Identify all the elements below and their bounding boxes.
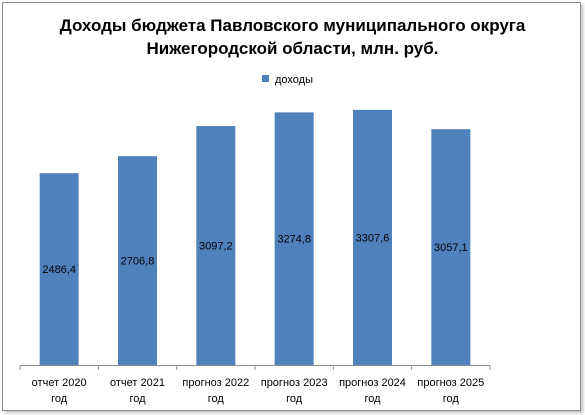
data-label-4: 3307,6 [356,232,390,244]
data-label-2: 3097,2 [199,241,233,253]
x-tick-label-3-1: год [286,393,303,405]
chart-title: Доходы бюджета Павловского муниципальног… [0,14,585,60]
chart-title-line-2: Нижегородской области, млн. руб. [146,39,439,58]
data-label-5: 3057,1 [434,242,468,254]
data-label-1: 2706,8 [121,256,155,268]
data-label-0: 2486,4 [42,264,76,276]
bar-1 [118,156,157,365]
x-tick-label-5-0: прогноз 2025 [417,377,484,389]
bar-2 [196,126,236,365]
x-tick-label-4-0: прогноз 2024 [339,377,406,389]
legend-label: доходы [275,74,313,86]
bar-0 [39,173,79,365]
x-tick-label-1-0: отчет 2021 [110,377,165,389]
chart-title-line-1: Доходы бюджета Павловского муниципальног… [59,16,526,35]
x-tick-label-2-1: год [208,393,225,405]
x-tick-label-1-1: год [129,393,146,405]
x-tick-label-4-1: год [364,393,381,405]
x-tick-label-0-0: отчет 2020 [32,377,87,389]
legend-swatch [262,75,269,82]
chart-legend: доходы [262,74,313,87]
bar-5 [431,129,471,365]
x-tick-label-3-0: прогноз 2023 [261,377,328,389]
data-label-3: 3274,8 [277,234,311,246]
x-tick-label-5-1: год [443,393,460,405]
x-tick-label-2-0: прогноз 2022 [182,377,249,389]
x-tick-label-0-1: год [51,393,68,405]
bar-4 [353,109,392,365]
bar-3 [274,112,314,365]
